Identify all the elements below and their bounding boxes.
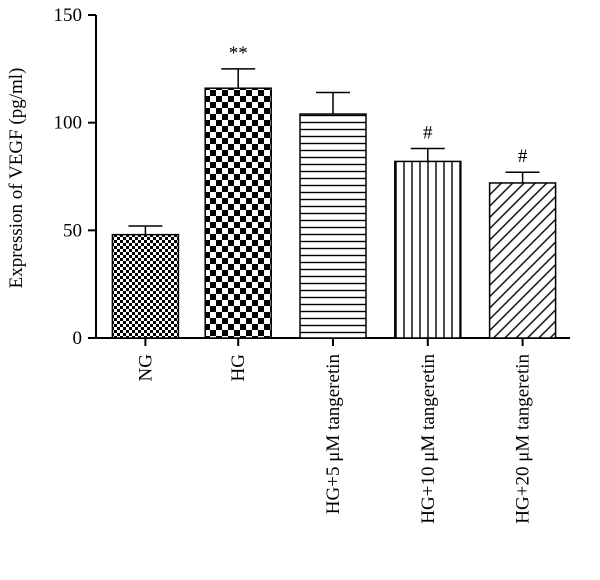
bar [488, 182, 557, 339]
bars [111, 68, 557, 339]
x-category-label: HG+5 μM tangeretin [323, 354, 344, 515]
significance-label: # [423, 123, 433, 144]
significance-label: ** [229, 43, 248, 64]
bar [111, 233, 180, 339]
y-axis-title: Expression of VEGF (pg/ml) [6, 68, 27, 289]
y-tick-label: 50 [63, 220, 82, 241]
x-category-label: HG+20 μM tangeretin [513, 354, 534, 524]
y-tick-label: 100 [54, 113, 83, 134]
x-category-label: NG [135, 354, 156, 382]
labels: NG ** HG HG+5 μM tangeretin # HG+10 μM tanger… [135, 43, 533, 524]
bar [204, 87, 272, 339]
significance-label: # [518, 146, 528, 167]
bar [394, 160, 462, 339]
bar [299, 113, 367, 339]
x-category-label: HG+10 μM tangeretin [418, 354, 439, 524]
y-tick-label: 0 [73, 328, 83, 349]
y-tick-label: 150 [54, 5, 83, 26]
x-category-label: HG [228, 354, 249, 382]
